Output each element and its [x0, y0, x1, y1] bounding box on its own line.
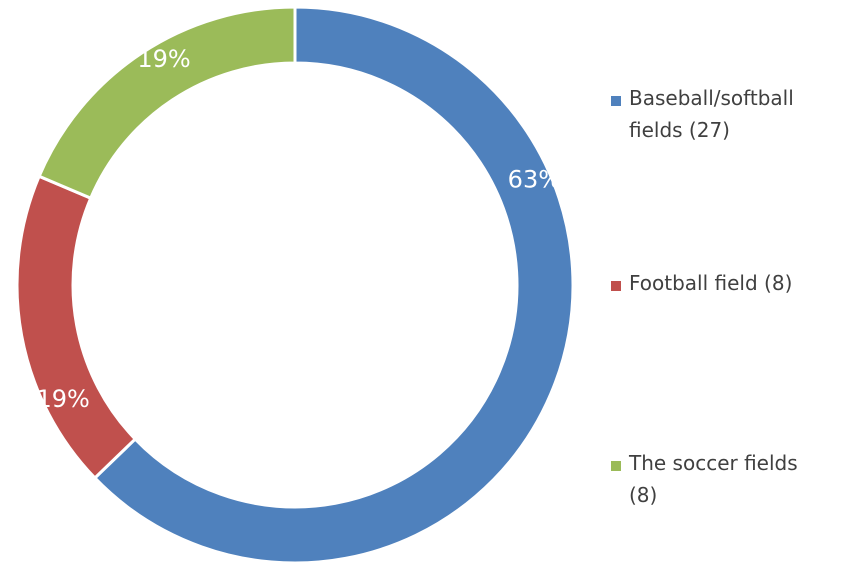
legend-label-2-1: (8): [629, 483, 657, 507]
legend-label-1-0: Football field (8): [629, 271, 792, 295]
donut-slice-1: [15, 174, 138, 481]
legend-label-0-0: Baseball/softball: [629, 86, 794, 110]
legend-item-1: Football field (8): [611, 271, 792, 295]
legend-item-2: The soccer fields (8): [611, 451, 798, 507]
slice-label-1: 19%: [36, 385, 89, 413]
legend-label-2-0: The soccer fields: [628, 451, 798, 475]
legend-label-0-1: fields (27): [629, 118, 730, 142]
legend-swatch-1: [611, 281, 621, 291]
donut-slice-0: [92, 5, 575, 562]
legend-swatch-2: [611, 461, 621, 471]
donut-slice-2: [37, 5, 297, 201]
legend-item-0: Baseball/softball fields (27): [611, 86, 794, 142]
slice-label-2: 19%: [137, 45, 190, 73]
slice-label-0: 63%: [508, 165, 561, 193]
slice-labels: 63% 19% 19%: [36, 45, 561, 413]
legend-swatch-0: [611, 96, 621, 106]
chart-legend: Baseball/softball fields (27) Football fie…: [611, 86, 798, 507]
donut-slices: [15, 5, 575, 562]
